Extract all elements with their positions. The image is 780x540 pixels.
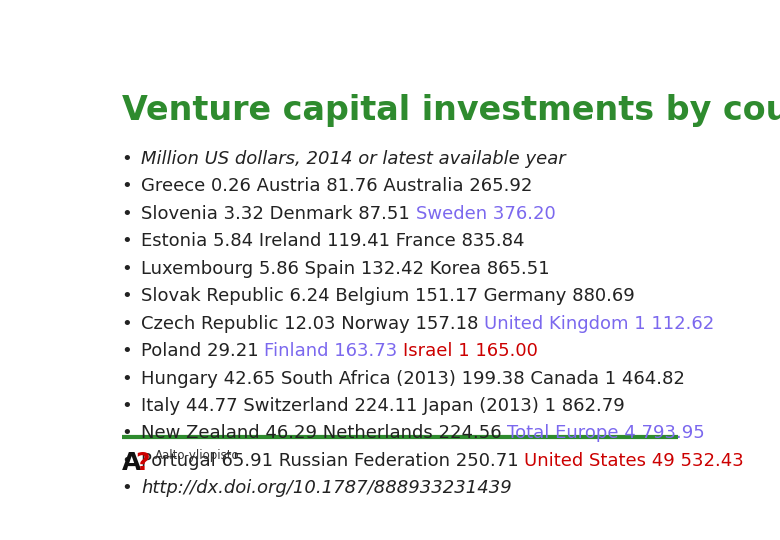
Text: •: • bbox=[122, 424, 133, 442]
Text: Greece 0.26 Austria 81.76 Australia 265.92: Greece 0.26 Austria 81.76 Australia 265.… bbox=[141, 178, 533, 195]
Text: United Kingdom 1 112.62: United Kingdom 1 112.62 bbox=[484, 315, 714, 333]
Text: Poland 29.21: Poland 29.21 bbox=[141, 342, 264, 360]
Text: http://dx.doi.org/10.1787/888933231439: http://dx.doi.org/10.1787/888933231439 bbox=[141, 480, 512, 497]
Text: •: • bbox=[122, 342, 133, 360]
Text: United States 49 532.43: United States 49 532.43 bbox=[524, 452, 744, 470]
Text: Finland 163.73: Finland 163.73 bbox=[264, 342, 403, 360]
Text: New Zealand 46.29 Netherlands 224.56: New Zealand 46.29 Netherlands 224.56 bbox=[141, 424, 508, 442]
Text: •: • bbox=[122, 315, 133, 333]
Text: •: • bbox=[122, 150, 133, 168]
Text: Portugal 65.91 Russian Federation 250.71: Portugal 65.91 Russian Federation 250.71 bbox=[141, 452, 524, 470]
Text: Million US dollars, 2014 or latest available year: Million US dollars, 2014 or latest avail… bbox=[141, 150, 566, 168]
Text: ?: ? bbox=[135, 451, 150, 475]
Text: •: • bbox=[122, 205, 133, 223]
Text: •: • bbox=[122, 260, 133, 278]
Text: Hungary 42.65 South Africa (2013) 199.38 Canada 1 464.82: Hungary 42.65 South Africa (2013) 199.38… bbox=[141, 369, 685, 388]
Text: Aalto-yliopisto: Aalto-yliopisto bbox=[155, 449, 239, 462]
Text: Estonia 5.84 Ireland 119.41 France 835.84: Estonia 5.84 Ireland 119.41 France 835.8… bbox=[141, 232, 524, 251]
Text: Slovak Republic 6.24 Belgium 151.17 Germany 880.69: Slovak Republic 6.24 Belgium 151.17 Germ… bbox=[141, 287, 635, 305]
Text: •: • bbox=[122, 452, 133, 470]
Text: •: • bbox=[122, 178, 133, 195]
Text: Israel 1 165.00: Israel 1 165.00 bbox=[403, 342, 538, 360]
Text: •: • bbox=[122, 397, 133, 415]
Text: •: • bbox=[122, 287, 133, 305]
Text: Venture capital investments by country: Venture capital investments by country bbox=[122, 94, 780, 127]
Text: •: • bbox=[122, 480, 133, 497]
Text: Sweden 376.20: Sweden 376.20 bbox=[416, 205, 555, 223]
Text: Luxembourg 5.86 Spain 132.42 Korea 865.51: Luxembourg 5.86 Spain 132.42 Korea 865.5… bbox=[141, 260, 550, 278]
Text: Total Europe 4 793.95: Total Europe 4 793.95 bbox=[508, 424, 705, 442]
Text: A: A bbox=[122, 451, 141, 475]
Text: •: • bbox=[122, 232, 133, 251]
Text: Slovenia 3.32 Denmark 87.51: Slovenia 3.32 Denmark 87.51 bbox=[141, 205, 416, 223]
Text: Czech Republic 12.03 Norway 157.18: Czech Republic 12.03 Norway 157.18 bbox=[141, 315, 484, 333]
Text: Italy 44.77 Switzerland 224.11 Japan (2013) 1 862.79: Italy 44.77 Switzerland 224.11 Japan (20… bbox=[141, 397, 625, 415]
Text: •: • bbox=[122, 369, 133, 388]
